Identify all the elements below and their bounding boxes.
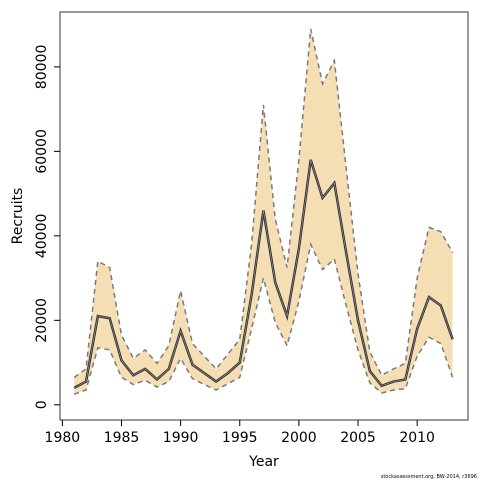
x-tick-label: 1990 <box>163 430 199 446</box>
x-tick-label: 2000 <box>281 430 317 446</box>
y-tick-label: 0 <box>34 400 50 409</box>
y-axis-label: Recruits <box>10 188 26 245</box>
x-tick-label: 2005 <box>340 430 376 446</box>
x-tick-label: 1995 <box>222 430 258 446</box>
x-tick-label: 1985 <box>104 430 140 446</box>
y-tick-label: 60000 <box>34 129 50 174</box>
x-tick-label: 1980 <box>45 430 81 446</box>
y-tick-label: 20000 <box>34 298 50 343</box>
y-tick-label: 80000 <box>34 45 50 90</box>
band-edge <box>73 28 454 378</box>
mean-line-highlight <box>74 159 453 389</box>
footnote: stockassessment.org, BW-2014, r3696 <box>381 474 477 480</box>
x-tick-label: 2010 <box>399 430 435 446</box>
plot-frame <box>59 11 469 421</box>
x-axis-label: Year <box>248 454 279 470</box>
y-tick-label: 40000 <box>34 214 50 259</box>
